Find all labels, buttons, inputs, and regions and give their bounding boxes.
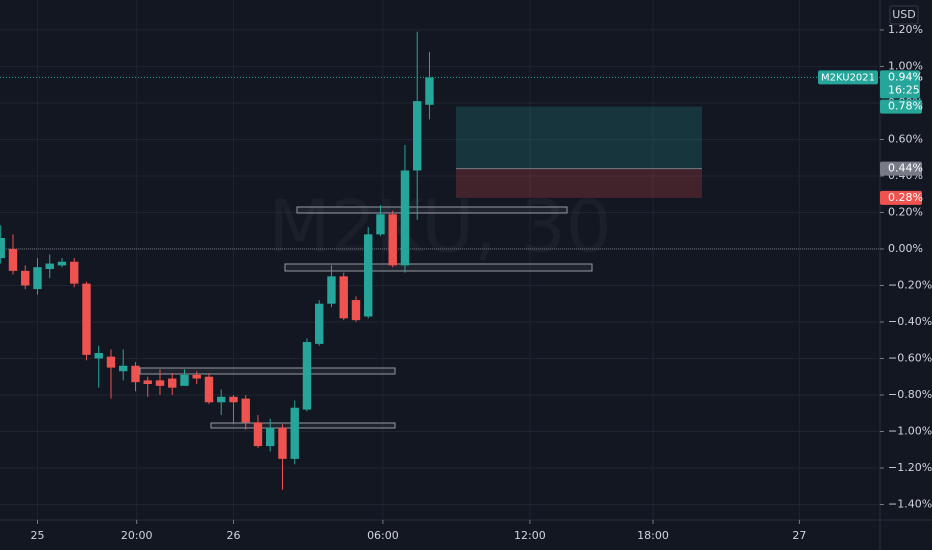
price-label-box [880,190,922,205]
x-tick-label: 26 [226,529,240,542]
last-price-box [880,70,920,99]
y-tick-label: −0.60% [888,351,932,364]
candle-body [155,380,165,386]
candle-body [327,276,336,304]
symbol-label: M2KU2021 [821,72,875,83]
price-label-box [880,99,922,114]
candle-body [241,398,250,423]
x-tick-label: 27 [792,529,806,542]
candle-body [204,376,214,403]
candle-body [351,300,361,321]
candle-body [192,374,201,379]
currency-box [889,5,919,25]
candle-body [229,396,238,403]
candle-body [94,352,103,359]
zone [139,367,396,375]
candle-body [290,407,299,459]
price-label: 0.78% [888,100,923,113]
profit-zone [456,106,702,169]
x-tick-label: 20:00 [121,529,153,542]
symbol-box [818,70,878,85]
candle-body [82,283,91,355]
x-tick-label: 06:00 [367,529,399,542]
y-tick-label: −1.20% [888,461,932,474]
candle-body [168,378,177,388]
candle-body [106,356,116,368]
candle-body [376,214,385,235]
last-price-label: 0.94% [888,70,923,83]
y-tick-label: 1.20% [888,23,923,36]
countdown-label: 16:25 [888,83,920,96]
candle-body [21,270,30,286]
zone [296,206,568,214]
candle-body [131,365,140,383]
loss-zone [456,168,702,198]
drawings [139,206,593,429]
watermark: M2KU, 30 [268,185,611,269]
price-label: 0.28% [888,191,923,204]
candle-body [253,422,263,447]
candle-body [70,261,79,284]
candle-body [8,248,18,271]
candle-body [388,214,397,266]
zone [284,263,593,272]
candles [0,31,434,490]
y-tick-label: 0.60% [888,132,923,145]
y-tick-label: −0.40% [888,315,932,328]
x-tick-label: 25 [30,529,44,542]
y-tick-label: −1.40% [888,497,932,510]
candle-body [278,427,287,459]
y-tick-label: −0.20% [888,278,932,291]
y-tick-label: 0.20% [888,205,923,218]
candle-body [33,267,42,290]
candle-body [45,263,54,270]
candle-body [302,342,312,410]
candle-body [400,170,410,266]
zone [210,422,396,429]
candle-body [364,234,373,317]
candle-body [315,303,324,344]
candle-body [143,380,152,385]
candle-body [0,238,5,259]
axes: 1.20%1.00%0.80%0.60%0.40%0.20%0.00%−0.20… [0,23,932,542]
x-tick-label: 18:00 [637,529,669,542]
price-label: 0.44% [888,162,923,175]
candle-body [425,77,434,105]
candle-body [217,396,226,403]
y-tick-label: −0.80% [888,388,932,401]
position-tool [456,106,702,198]
currency: USD [892,8,916,21]
x-tick-label: 12:00 [514,529,546,542]
y-tick-label: 1.00% [888,59,923,72]
y-tick-label: −1.00% [888,424,932,437]
candle-body [339,276,348,319]
candle-body [180,374,189,386]
candle-body [119,365,128,372]
candle-body [266,427,275,447]
y-tick-label: 0.00% [888,242,923,255]
price-label-box [880,161,922,176]
candle-body [57,261,67,266]
candle-body [413,101,422,171]
